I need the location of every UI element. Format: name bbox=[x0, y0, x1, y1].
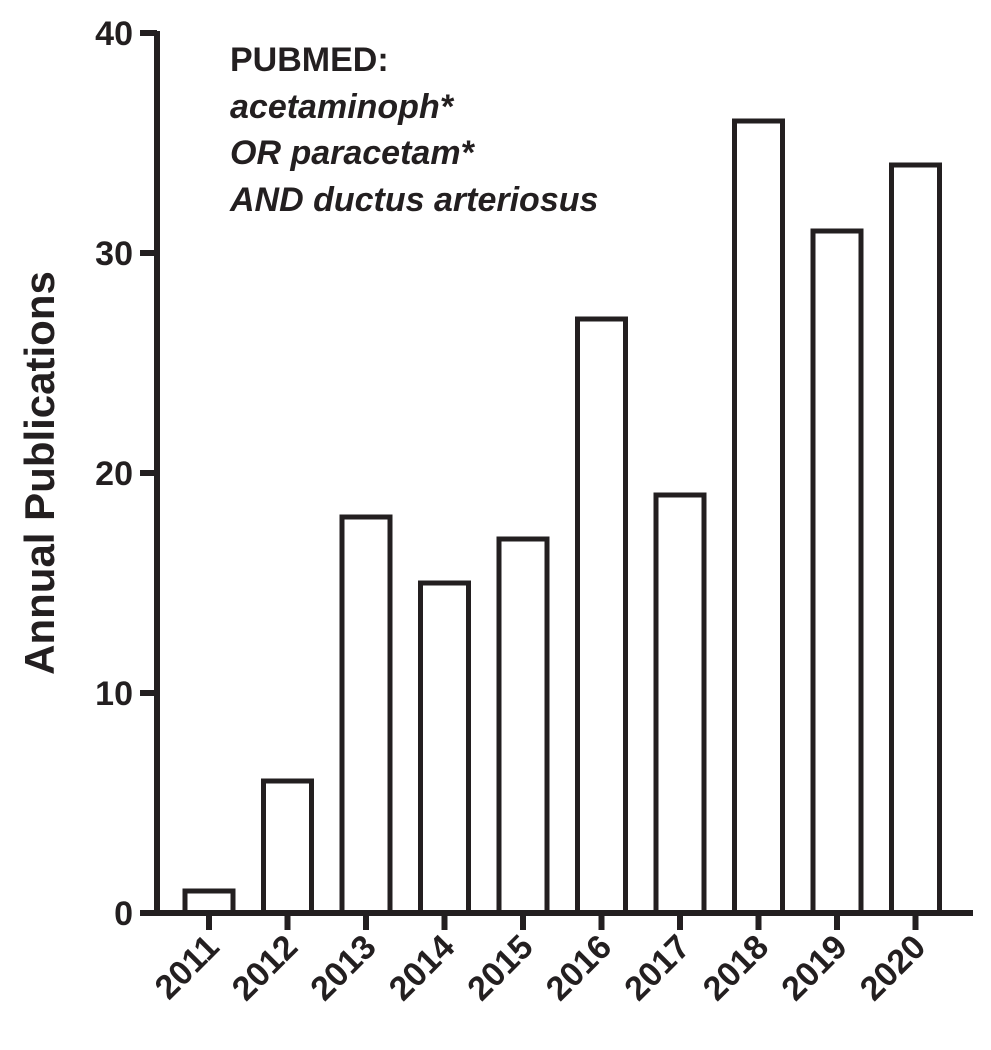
bar-2020 bbox=[889, 162, 942, 916]
y-tick-label: 10 bbox=[95, 675, 133, 713]
bar-2018 bbox=[732, 118, 785, 916]
y-tick-label: 0 bbox=[114, 895, 133, 933]
y-tick-label: 30 bbox=[95, 235, 133, 273]
x-tick-label-2018: 2018 bbox=[696, 928, 776, 1008]
y-axis-title: Annual Publications bbox=[16, 271, 63, 675]
x-tick-label-2012: 2012 bbox=[225, 928, 305, 1008]
bar-2016 bbox=[575, 316, 628, 916]
y-ticks: 0 10 20 30 40 bbox=[95, 15, 157, 933]
y-tick-label: 20 bbox=[95, 455, 133, 493]
x-tick-label-2017: 2017 bbox=[617, 928, 697, 1008]
annotation-line: OR paracetam* bbox=[230, 134, 476, 172]
bar-2013 bbox=[339, 514, 393, 916]
x-tick-label-2011: 2011 bbox=[148, 928, 227, 1007]
x-tick-label-2015: 2015 bbox=[460, 928, 540, 1008]
bar-2017 bbox=[653, 492, 707, 916]
x-tick-label-2016: 2016 bbox=[539, 928, 619, 1008]
annotation-line: acetaminoph* bbox=[230, 88, 455, 126]
x-tick-label-2019: 2019 bbox=[774, 928, 854, 1008]
annotation-heading: PUBMED: bbox=[230, 41, 389, 79]
x-tick-label-2020: 2020 bbox=[853, 928, 933, 1008]
annotation-line: AND ductus arteriosus bbox=[229, 181, 598, 219]
bar-2011 bbox=[182, 888, 236, 916]
bar-2012 bbox=[261, 778, 314, 916]
x-tick-label-2014: 2014 bbox=[382, 928, 462, 1008]
bars bbox=[182, 118, 942, 916]
x-tick-label-2013: 2013 bbox=[303, 928, 383, 1008]
bar-2015 bbox=[496, 536, 550, 916]
y-tick-label: 40 bbox=[95, 15, 133, 53]
bar-2014 bbox=[418, 580, 471, 916]
query-annotation: PUBMED: acetaminoph* OR paracetam* AND d… bbox=[229, 41, 598, 219]
bar-2019 bbox=[810, 228, 864, 916]
